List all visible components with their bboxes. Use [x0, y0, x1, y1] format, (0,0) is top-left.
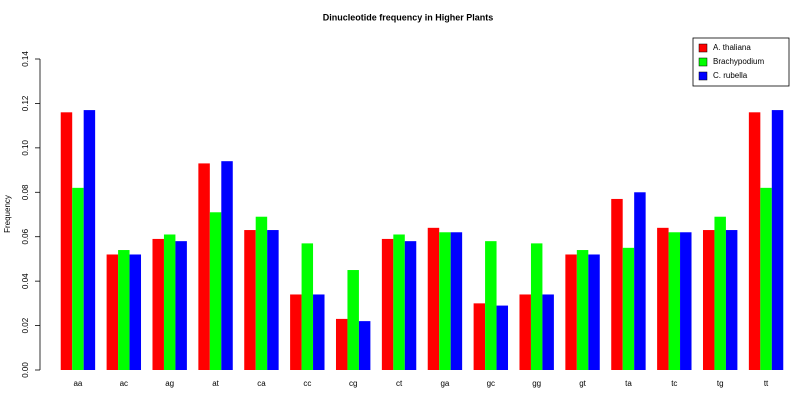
y-tick-label: 0.08	[21, 184, 30, 200]
bar	[519, 294, 531, 370]
bar	[485, 241, 497, 370]
legend-swatch	[698, 57, 708, 67]
bar	[760, 187, 772, 370]
bar	[198, 163, 210, 370]
bar	[427, 227, 440, 370]
bar	[313, 294, 325, 370]
legend-label: Brachypodium	[713, 57, 764, 66]
legend-swatch	[698, 71, 708, 81]
bar	[404, 241, 417, 370]
bar	[439, 232, 451, 370]
bar	[622, 247, 635, 370]
bar	[290, 294, 302, 370]
bar	[381, 238, 394, 370]
x-tick-label: tc	[671, 379, 677, 388]
bar	[267, 230, 279, 370]
bar	[748, 112, 761, 371]
y-tick-label: 0.10	[21, 140, 30, 156]
bar	[83, 110, 96, 370]
bar	[702, 230, 715, 370]
bar	[588, 254, 600, 370]
bar	[634, 192, 646, 370]
legend-label: C. rubella	[713, 71, 748, 80]
x-tick-label: tg	[717, 379, 724, 388]
x-tick-label: aa	[73, 379, 82, 388]
bar	[565, 254, 577, 370]
y-tick-label: 0.12	[21, 95, 30, 111]
x-tick-label: ac	[120, 379, 128, 388]
x-tick-label: ct	[396, 379, 403, 388]
bar	[255, 216, 268, 370]
legend-label: A. thaliana	[713, 43, 751, 52]
bar	[301, 243, 314, 370]
bar	[611, 198, 623, 370]
bar	[530, 243, 543, 370]
y-tick-label: 0.04	[21, 273, 30, 289]
bar	[393, 234, 405, 370]
y-tick-label: 0.14	[21, 51, 30, 67]
x-tick-label: ga	[440, 379, 449, 388]
y-tick-label: 0.06	[21, 228, 30, 244]
bar	[358, 321, 371, 370]
y-tick-label: 0.02	[21, 317, 30, 333]
x-tick-label: ag	[165, 379, 174, 388]
bar	[576, 250, 589, 370]
y-tick-label: 0.00	[21, 362, 30, 378]
x-tick-label: at	[212, 379, 219, 388]
bar	[129, 254, 142, 370]
x-tick-label: ta	[625, 379, 632, 388]
x-tick-label: gg	[532, 379, 541, 388]
bar	[347, 270, 359, 370]
x-tick-label: cc	[303, 379, 311, 388]
legend-swatch	[698, 43, 708, 53]
bar	[496, 305, 509, 370]
bar	[714, 216, 726, 370]
bar	[118, 250, 130, 370]
x-tick-label: gt	[579, 379, 586, 388]
y-axis-label: Frequency	[3, 195, 12, 233]
x-tick-label: cg	[349, 379, 357, 388]
bar	[175, 241, 187, 370]
bar	[657, 227, 669, 370]
bar	[668, 232, 681, 370]
bar	[163, 234, 176, 370]
bar	[725, 230, 738, 370]
bar	[221, 161, 233, 370]
bar	[450, 232, 463, 370]
bar	[60, 112, 73, 371]
bar	[542, 294, 554, 370]
legend-box	[692, 37, 790, 87]
bar	[680, 232, 692, 370]
chart-title: Dinucleotide frequency in Higher Plants	[323, 12, 494, 22]
bar	[209, 212, 222, 370]
bar	[335, 318, 348, 370]
bar	[244, 230, 256, 370]
bar	[771, 110, 784, 370]
x-tick-label: gc	[487, 379, 495, 388]
x-tick-label: tt	[764, 379, 769, 388]
bar	[473, 303, 486, 370]
bar	[106, 254, 119, 370]
bar	[152, 238, 164, 370]
x-tick-label: ca	[257, 379, 266, 388]
bar	[72, 187, 84, 370]
